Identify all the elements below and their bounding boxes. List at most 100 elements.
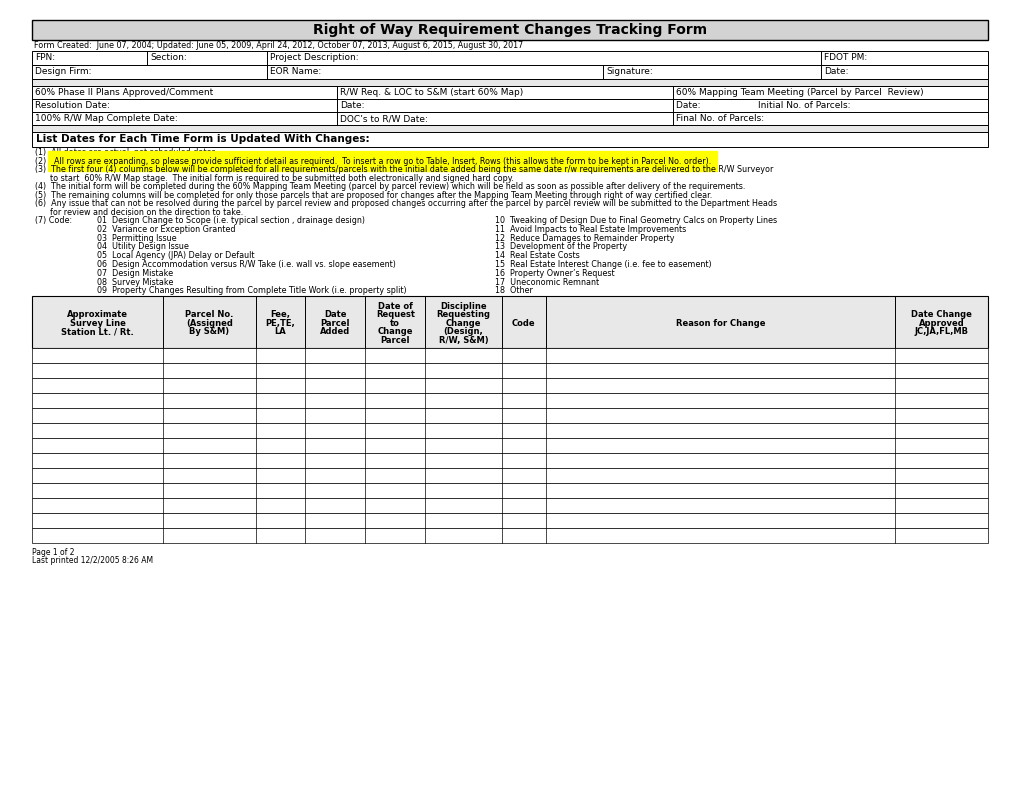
Text: (Assigned: (Assigned — [185, 319, 232, 328]
Text: Date: Date — [324, 310, 346, 319]
Text: Date:: Date: — [823, 67, 848, 76]
Bar — [32, 468, 987, 483]
Bar — [32, 363, 987, 378]
Text: 12  Reduce Damages to Remainder Property: 12 Reduce Damages to Remainder Property — [494, 233, 674, 243]
Text: 100% R/W Map Complete Date:: 100% R/W Map Complete Date: — [35, 114, 177, 123]
Bar — [32, 65, 987, 79]
Text: 04  Utility Design Issue: 04 Utility Design Issue — [97, 243, 189, 251]
Text: Date:: Date: — [339, 101, 364, 110]
Text: By S&M): By S&M) — [190, 328, 229, 336]
Text: All rows are expanding, so please provide sufficient detail as required.  To ins: All rows are expanding, so please provid… — [54, 157, 710, 165]
Text: 60% Mapping Team Meeting (Parcel by Parcel  Review): 60% Mapping Team Meeting (Parcel by Parc… — [676, 88, 923, 97]
Text: Parcel: Parcel — [380, 336, 410, 345]
Text: (1)  All dates are actual, not scheduled dates.: (1) All dates are actual, not scheduled … — [35, 148, 218, 157]
Text: for review and decision on the direction to take.: for review and decision on the direction… — [35, 207, 243, 217]
Text: 05  Local Agency (JPA) Delay or Default: 05 Local Agency (JPA) Delay or Default — [97, 251, 255, 260]
Text: to: to — [390, 319, 399, 328]
Text: 13  Development of the Property: 13 Development of the Property — [494, 243, 627, 251]
Text: Approximate: Approximate — [67, 310, 128, 319]
Text: Approved: Approved — [918, 319, 964, 328]
Text: Resolution Date:: Resolution Date: — [35, 101, 110, 110]
Text: 60% Phase II Plans Approved/Comment: 60% Phase II Plans Approved/Comment — [35, 88, 213, 97]
Text: (Design,: (Design, — [443, 328, 483, 336]
Text: 14  Real Estate Costs: 14 Real Estate Costs — [494, 251, 579, 260]
Text: (2): (2) — [35, 157, 51, 165]
Text: R/W, S&M): R/W, S&M) — [438, 336, 488, 345]
Text: Code: Code — [512, 319, 535, 328]
Text: FDOT PM:: FDOT PM: — [823, 53, 866, 62]
Text: Fee,: Fee, — [270, 310, 290, 319]
Text: 15  Real Estate Interest Change (i.e. fee to easement): 15 Real Estate Interest Change (i.e. fee… — [494, 260, 711, 269]
Text: Date:                    Initial No. of Parcels:: Date: Initial No. of Parcels: — [676, 101, 850, 110]
Text: 06  Design Accommodation versus R/W Take (i.e. wall vs. slope easement): 06 Design Accommodation versus R/W Take … — [97, 260, 395, 269]
Text: Change: Change — [445, 319, 481, 328]
Bar — [32, 86, 987, 99]
Text: 11  Avoid Impacts to Real Estate Improvements: 11 Avoid Impacts to Real Estate Improvem… — [494, 225, 686, 234]
Text: PE,TE,: PE,TE, — [265, 319, 296, 328]
Bar — [32, 296, 987, 348]
Text: (7) Code:: (7) Code: — [35, 216, 72, 225]
Bar — [32, 112, 987, 125]
Text: Right of Way Requirement Changes Tracking Form: Right of Way Requirement Changes Trackin… — [313, 23, 706, 36]
Text: Parcel No.: Parcel No. — [185, 310, 233, 319]
Text: Section:: Section: — [150, 53, 186, 62]
Text: Reason for Change: Reason for Change — [675, 319, 764, 328]
Text: 17  Uneconomic Remnant: 17 Uneconomic Remnant — [494, 277, 598, 287]
Text: Page 1 of 2: Page 1 of 2 — [32, 548, 74, 557]
Text: Project Description:: Project Description: — [270, 53, 359, 62]
Text: Design Firm:: Design Firm: — [35, 67, 92, 76]
Text: Requesting: Requesting — [436, 310, 490, 319]
Text: 02  Variance or Exception Granted: 02 Variance or Exception Granted — [97, 225, 235, 234]
Text: 07  Design Mistake: 07 Design Mistake — [97, 269, 173, 278]
Bar — [32, 438, 987, 453]
Bar — [32, 453, 987, 468]
Text: Date Change: Date Change — [910, 310, 971, 319]
Bar — [32, 378, 987, 393]
Text: (6)  Any issue that can not be resolved during the parcel by parcel review and p: (6) Any issue that can not be resolved d… — [35, 199, 776, 208]
Bar — [32, 20, 987, 40]
Text: Final No. of Parcels:: Final No. of Parcels: — [676, 114, 763, 123]
Text: JC,JA,FL,MB: JC,JA,FL,MB — [914, 328, 968, 336]
Text: List Dates for Each Time Form is Updated With Changes:: List Dates for Each Time Form is Updated… — [36, 134, 369, 144]
Bar — [32, 423, 987, 438]
Text: R/W Req. & LOC to S&M (start 60% Map): R/W Req. & LOC to S&M (start 60% Map) — [339, 88, 523, 97]
Text: Change: Change — [377, 328, 413, 336]
Bar — [32, 513, 987, 528]
Text: 01  Design Change to Scope (i.e. typical section , drainage design): 01 Design Change to Scope (i.e. typical … — [97, 216, 365, 225]
Text: to start  60% R/W Map stage.  The initial form is required to be submitted both : to start 60% R/W Map stage. The initial … — [35, 173, 514, 183]
Bar — [32, 498, 987, 513]
Text: 16  Property Owner’s Request: 16 Property Owner’s Request — [494, 269, 614, 278]
Text: (4)  The initial form will be completed during the 60% Mapping Team Meeting (par: (4) The initial form will be completed d… — [35, 182, 745, 191]
Text: 08  Survey Mistake: 08 Survey Mistake — [97, 277, 173, 287]
Bar — [32, 79, 987, 86]
Text: EOR Name:: EOR Name: — [270, 67, 321, 76]
Text: FPN:: FPN: — [35, 53, 55, 62]
Text: 18  Other: 18 Other — [494, 286, 532, 296]
Text: DOC’s to R/W Date:: DOC’s to R/W Date: — [339, 114, 427, 123]
Text: 03  Permitting Issue: 03 Permitting Issue — [97, 233, 176, 243]
Text: Date of: Date of — [377, 302, 413, 311]
Text: (5)  The remaining columns will be completed for only those parcels that are pro: (5) The remaining columns will be comple… — [35, 191, 711, 199]
Bar — [32, 528, 987, 543]
Bar — [32, 125, 987, 132]
Text: Station Lt. / Rt.: Station Lt. / Rt. — [61, 328, 133, 336]
Text: Last printed 12/2/2005 8:26 AM: Last printed 12/2/2005 8:26 AM — [32, 556, 153, 565]
Text: Form Created:  June 07, 2004; Updated: June 05, 2009, April 24, 2012, October 07: Form Created: June 07, 2004; Updated: Ju… — [34, 41, 523, 50]
Text: Added: Added — [320, 328, 350, 336]
Bar — [32, 348, 987, 363]
Text: Parcel: Parcel — [320, 319, 350, 328]
Bar — [32, 483, 987, 498]
Text: Signature:: Signature: — [605, 67, 652, 76]
Text: LA: LA — [274, 328, 286, 336]
Text: Request: Request — [375, 310, 415, 319]
Text: 10  Tweaking of Design Due to Final Geometry Calcs on Property Lines: 10 Tweaking of Design Due to Final Geome… — [494, 216, 776, 225]
Text: Discipline: Discipline — [440, 302, 486, 311]
Bar — [32, 393, 987, 408]
Bar — [32, 132, 987, 147]
Text: (3)  The first four (4) columns below will be completed for all requirements/par: (3) The first four (4) columns below wil… — [35, 165, 772, 174]
Text: Survey Line: Survey Line — [69, 319, 125, 328]
Bar — [32, 99, 987, 112]
Bar — [32, 408, 987, 423]
Bar — [32, 51, 987, 65]
Text: 09  Property Changes Resulting from Complete Title Work (i.e. property split): 09 Property Changes Resulting from Compl… — [97, 286, 407, 296]
